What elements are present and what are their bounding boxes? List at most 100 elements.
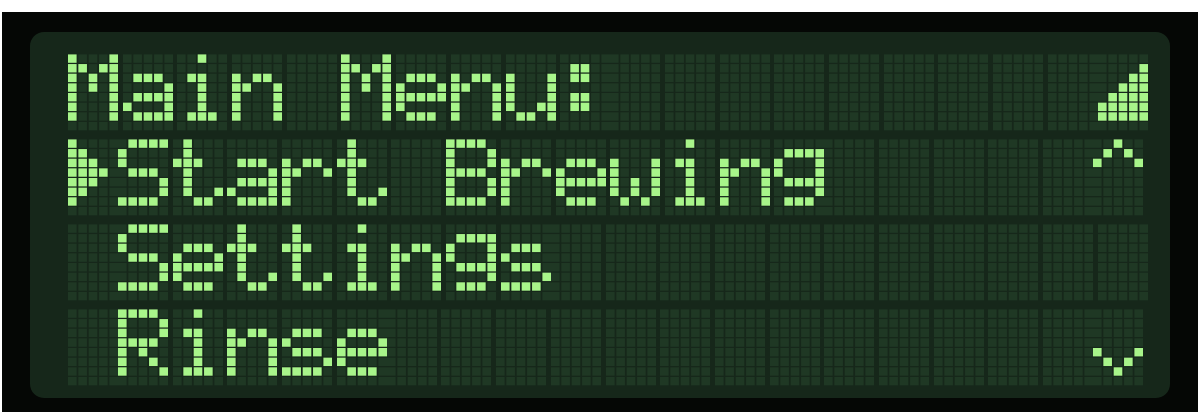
lcd-cell <box>610 139 661 217</box>
lcd-cell <box>660 309 711 387</box>
lcd-cell <box>550 224 601 302</box>
lcd-cell <box>282 224 333 302</box>
padding-4 <box>386 309 1093 387</box>
lcd-cell <box>1047 54 1098 132</box>
lcd-cell <box>933 309 984 387</box>
signal-strength-icon <box>1097 54 1148 132</box>
cursor-slot <box>68 224 118 302</box>
lcd-cell <box>227 309 278 387</box>
lcd-cell <box>341 54 392 132</box>
lcd-cell <box>446 139 497 217</box>
lcd-cell <box>1097 54 1148 132</box>
lcd-rows: Main Menu: Start Brewing Settings <box>68 54 1148 387</box>
lcd-cell <box>714 224 765 302</box>
lcd-cell <box>227 139 278 217</box>
menu-item-label: Settings <box>118 224 551 302</box>
lcd-cell <box>828 54 879 132</box>
lcd-cell <box>227 224 278 302</box>
lcd-row-title: Main Menu: <box>68 54 1148 132</box>
menu-item-settings[interactable]: Settings <box>68 224 1148 302</box>
lcd-cell <box>505 54 556 132</box>
lcd-cell <box>938 54 989 132</box>
lcd-cell <box>391 139 442 217</box>
lcd-cell <box>610 54 661 132</box>
lcd-cell <box>824 224 875 302</box>
lcd-cell <box>118 309 168 387</box>
lcd-cell <box>441 309 492 387</box>
lcd-cell <box>550 309 601 387</box>
lcd-cell <box>386 309 437 387</box>
lcd-cell <box>118 139 168 217</box>
lcd-cell <box>172 224 223 302</box>
lcd-cell <box>1043 309 1093 387</box>
lcd-cell <box>933 139 984 217</box>
lcd-cell <box>714 309 765 387</box>
lcd-cell <box>664 54 715 132</box>
lcd-cell <box>1043 139 1093 217</box>
lcd-cell <box>878 139 929 217</box>
lcd-bezel: Main Menu: Start Brewing Settings <box>2 12 1198 412</box>
lcd-cell <box>391 224 442 302</box>
lcd-cell <box>988 224 1039 302</box>
lcd-cell <box>774 139 825 217</box>
right-triangle-cursor-icon <box>68 139 118 217</box>
lcd-cell <box>122 54 173 132</box>
lcd-cell <box>336 309 387 387</box>
lcd-cell <box>560 54 611 132</box>
lcd-cell <box>282 139 333 217</box>
lcd-cell <box>336 139 387 217</box>
lcd-cell <box>824 139 875 217</box>
lcd-cell <box>1043 224 1093 302</box>
lcd-cell <box>933 224 984 302</box>
lcd-cell <box>605 224 656 302</box>
lcd-cell <box>500 224 551 302</box>
lcd-cell <box>878 224 929 302</box>
lcd-cell <box>68 139 118 217</box>
lcd-cell <box>68 309 118 387</box>
lcd-cell <box>172 139 223 217</box>
scroll-down-caret-icon[interactable] <box>1093 309 1143 387</box>
lcd-cell <box>496 309 547 387</box>
lcd-cell <box>555 139 606 217</box>
scroll-up-caret-icon[interactable] <box>1093 139 1143 217</box>
lcd-cell <box>1097 224 1148 302</box>
lcd-cell <box>336 224 387 302</box>
lcd-cell <box>282 309 333 387</box>
lcd-cell <box>1093 139 1143 217</box>
lcd-cell <box>769 224 820 302</box>
padding-2 <box>824 139 1093 217</box>
lcd-cell <box>664 139 715 217</box>
lcd-cell <box>450 54 501 132</box>
padding-1 <box>610 54 1098 132</box>
lcd-cell <box>118 224 168 302</box>
padding-3 <box>550 224 1148 302</box>
lcd-cell <box>769 309 820 387</box>
lcd-cell <box>993 54 1043 132</box>
lcd-cell <box>232 54 283 132</box>
menu-item-label: Start Brewing <box>118 139 825 217</box>
menu-item-rinse[interactable]: Rinse <box>68 309 1148 387</box>
lcd-cell <box>988 309 1039 387</box>
lcd-cell <box>988 139 1039 217</box>
lcd-cell <box>177 54 228 132</box>
lcd-cell <box>605 309 656 387</box>
lcd-cell <box>824 309 875 387</box>
lcd-cell <box>68 224 118 302</box>
menu-item-label: Rinse <box>118 309 387 387</box>
lcd-cell <box>396 54 447 132</box>
menu-title: Main Menu: <box>68 54 611 132</box>
menu-item-start-brewing[interactable]: Start Brewing <box>68 139 1148 217</box>
lcd-cell <box>660 224 711 302</box>
lcd-cell <box>286 54 337 132</box>
lcd-cell <box>1093 309 1143 387</box>
cursor-slot <box>68 309 118 387</box>
lcd-cell <box>172 309 223 387</box>
lcd-cell <box>883 54 934 132</box>
lcd-cell <box>500 139 551 217</box>
lcd-cell <box>774 54 825 132</box>
lcd-screen: Main Menu: Start Brewing Settings <box>30 32 1170 398</box>
lcd-cell <box>719 54 770 132</box>
lcd-cell <box>719 139 770 217</box>
lcd-cell <box>446 224 497 302</box>
lcd-cell <box>68 54 118 132</box>
